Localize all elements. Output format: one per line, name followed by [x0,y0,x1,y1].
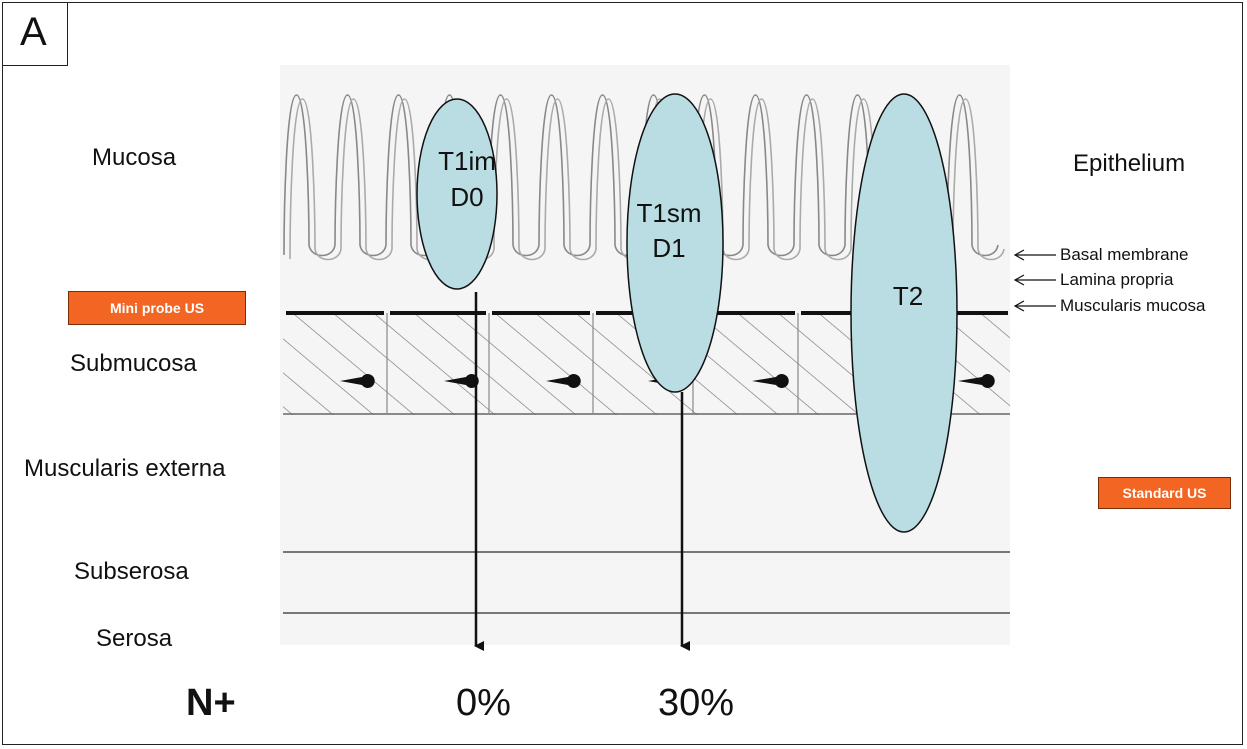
tumor-t1im-label-2: D0 [450,182,483,212]
standard-us-badge: Standard US [1098,477,1231,509]
panel-label-box [2,2,68,66]
tumor-t1sm [626,93,724,393]
epithelium-label: Epithelium [1073,150,1186,177]
node-rate-t1im: 0% [456,682,511,724]
tumor-t1im [416,98,498,290]
node-rate-t1sm: 30% [658,682,735,724]
tumor-t1sm-label-2: D1 [652,233,685,263]
layer-submucosa-label: Submucosa [70,350,197,377]
tumor-t2-label: T2 [893,281,923,311]
layer-mucosa-label: Mucosa [92,144,177,171]
layer-muscularis-externa-label: Muscularis externa [24,455,226,482]
layer-serosa-label: Serosa [96,625,173,652]
panel-label: A [20,10,47,54]
node-positive-label: N+ [186,682,236,724]
lamina-propria-label: Lamina propria [1060,270,1174,289]
tumor-t1sm-label-1: T1sm [637,198,702,228]
layer-subserosa-label: Subserosa [74,558,189,585]
basal-membrane-label: Basal membrane [1060,245,1189,264]
tumor-t2 [850,93,958,533]
tumor-t1im-label-1: T1im [438,146,496,176]
mini-probe-us-badge: Mini probe US [68,291,246,325]
structure-pointers [1013,249,1056,312]
muscularis-mucosa-label: Muscularis mucosa [1060,296,1206,315]
